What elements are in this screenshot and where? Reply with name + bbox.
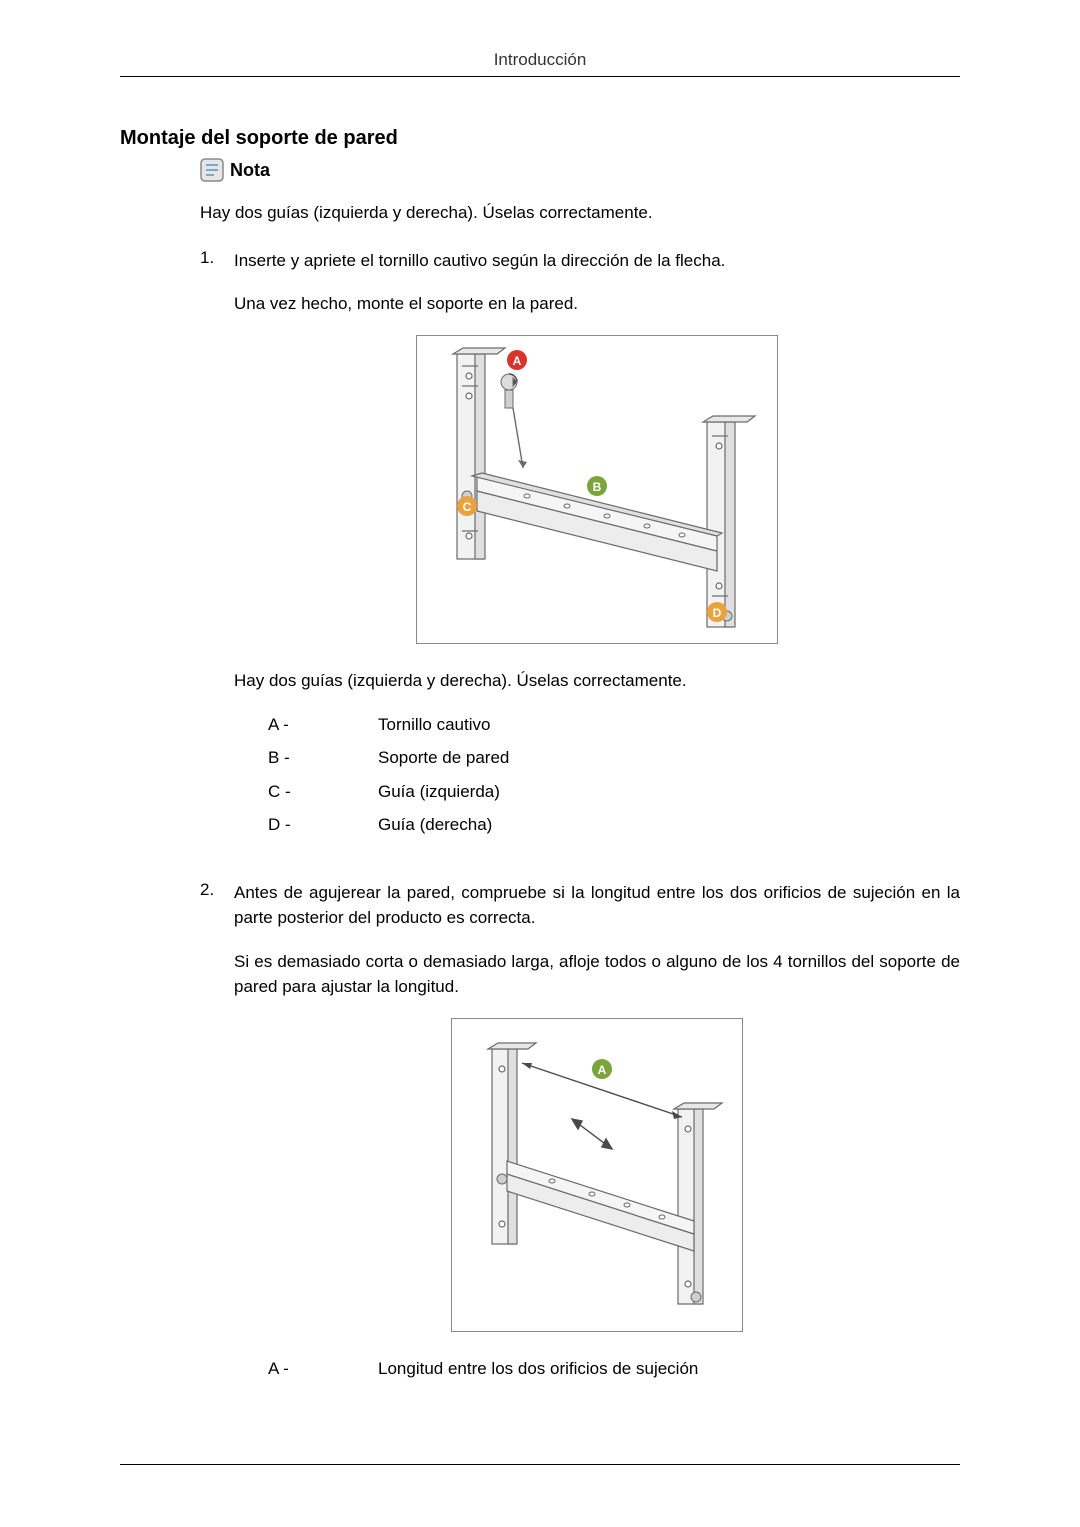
step-2: 2. Antes de agujerear la pared, comprueb… — [200, 880, 960, 1404]
svg-text:C: C — [463, 500, 472, 514]
legend-desc: Soporte de pared — [378, 745, 509, 771]
diagram-1: A B C D — [416, 335, 778, 645]
legend-letter: A - — [268, 712, 378, 738]
legend-letter: B - — [268, 745, 378, 771]
nota-line: Nota — [200, 158, 960, 182]
legend-row: D - Guía (derecha) — [268, 812, 960, 838]
legend-letter: A - — [268, 1356, 378, 1382]
section-title: Montaje del soporte de pared — [120, 127, 960, 150]
intro-text: Hay dos guías (izquierda y derecha). Úse… — [200, 200, 960, 226]
step2-text2: Si es demasiado corta o demasiado larga,… — [234, 949, 960, 1000]
legend-letter: D - — [268, 812, 378, 838]
list-number: 1. — [200, 248, 234, 860]
legend-2: A - Longitud entre los dos orificios de … — [268, 1356, 960, 1382]
legend-row: A - Longitud entre los dos orificios de … — [268, 1356, 960, 1382]
legend-letter: C - — [268, 779, 378, 805]
note-icon — [200, 158, 224, 182]
legend-row: A - Tornillo cautivo — [268, 712, 960, 738]
svg-text:D: D — [713, 606, 722, 620]
svg-text:B: B — [593, 480, 602, 494]
legend-1: A - Tornillo cautivo B - Soporte de pare… — [268, 712, 960, 838]
legend-desc: Tornillo cautivo — [378, 712, 490, 738]
legend-row: C - Guía (izquierda) — [268, 779, 960, 805]
footer-rule — [120, 1464, 960, 1465]
step1-text2: Una vez hecho, monte el soporte en la pa… — [234, 291, 960, 317]
step1-after-diagram: Hay dos guías (izquierda y derecha). Úse… — [234, 668, 960, 694]
svg-text:A: A — [598, 1063, 607, 1077]
page: Introducción Montaje del soporte de pare… — [0, 0, 1080, 1525]
diagram-2-container: A — [234, 1018, 960, 1333]
legend-desc: Guía (derecha) — [378, 812, 492, 838]
list-number: 2. — [200, 880, 234, 1404]
legend-row: B - Soporte de pared — [268, 745, 960, 771]
step2-text1: Antes de agujerear la pared, compruebe s… — [234, 880, 960, 931]
legend-desc: Longitud entre los dos orificios de suje… — [378, 1356, 698, 1382]
step-2-content: Antes de agujerear la pared, compruebe s… — [234, 880, 960, 1404]
nota-label: Nota — [230, 160, 270, 181]
diagram-2: A — [451, 1018, 743, 1333]
step-1: 1. Inserte y apriete el tornillo cautivo… — [200, 248, 960, 860]
diagram-1-container: A B C D — [234, 335, 960, 645]
step-1-content: Inserte y apriete el tornillo cautivo se… — [234, 248, 960, 860]
page-header: Introducción — [120, 50, 960, 77]
legend-desc: Guía (izquierda) — [378, 779, 500, 805]
step1-text1: Inserte y apriete el tornillo cautivo se… — [234, 248, 960, 274]
svg-text:A: A — [513, 354, 522, 368]
